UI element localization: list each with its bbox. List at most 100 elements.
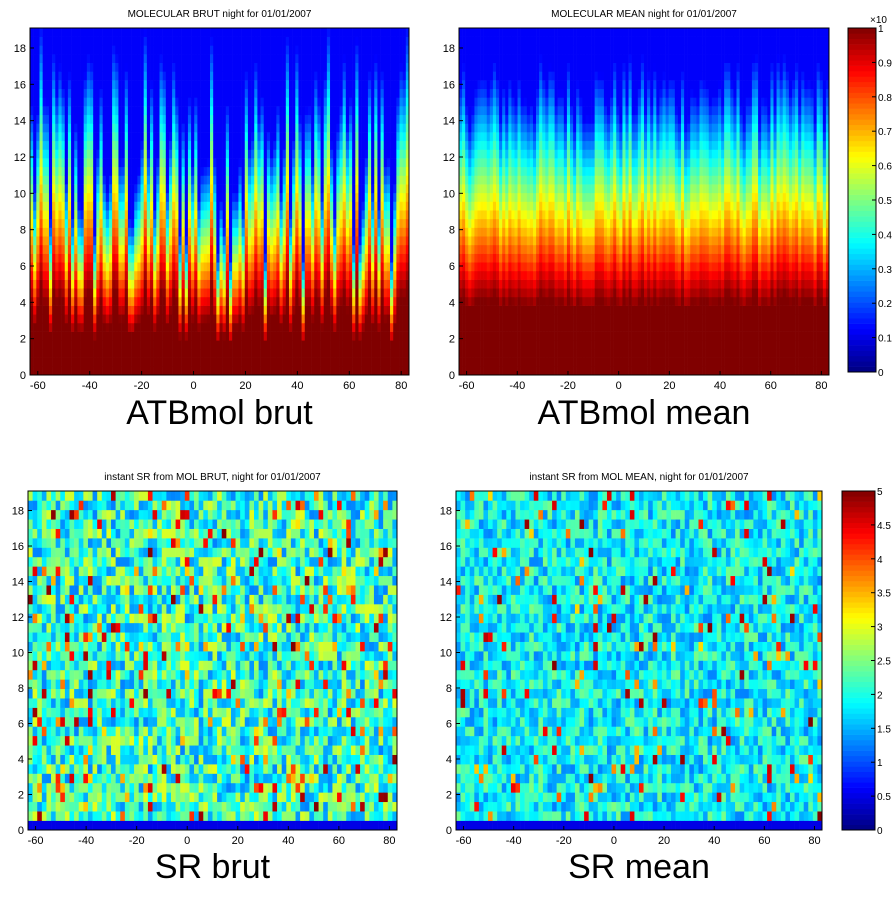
heat-cell: [311, 37, 314, 46]
heat-cell: [340, 175, 343, 184]
heat-cell: [374, 245, 377, 254]
heat-cell: [49, 332, 52, 341]
heat-cell: [242, 297, 245, 306]
heat-cell: [229, 193, 232, 202]
heat-cell: [77, 280, 80, 289]
heat-cell: [213, 71, 216, 80]
heat-cell: [74, 288, 77, 297]
heat-cell: [468, 80, 471, 89]
heat-cell: [52, 54, 55, 63]
heat-cell: [188, 297, 191, 306]
heat-cell: [185, 123, 188, 132]
heat-cell: [321, 306, 324, 315]
heat-cell: [103, 184, 106, 193]
heat-cell: [283, 184, 286, 193]
heat-cell: [242, 54, 245, 63]
heat-cell: [137, 349, 140, 358]
heat-cell: [242, 149, 245, 158]
heat-cell: [346, 167, 349, 176]
heat-cell: [62, 45, 65, 54]
heat-cell: [305, 115, 308, 124]
heat-cell: [273, 332, 276, 341]
heat-cell: [465, 332, 468, 341]
heat-cell: [156, 184, 159, 193]
heat-cell: [96, 149, 99, 158]
heat-cell: [295, 54, 298, 63]
heat-cell: [393, 254, 396, 263]
heat-cell: [106, 28, 109, 37]
heat-cell: [159, 340, 162, 349]
heat-cell: [62, 210, 65, 219]
heat-cell: [150, 184, 153, 193]
heat-cell: [68, 37, 71, 46]
heat-cell: [46, 45, 49, 54]
heat-cell: [125, 210, 128, 219]
heat-cell: [333, 97, 336, 106]
heat-cell: [286, 89, 289, 98]
heat-cell: [172, 132, 175, 141]
heat-cell: [150, 280, 153, 289]
heat-cell: [68, 175, 71, 184]
heat-cell: [314, 175, 317, 184]
heat-cell: [159, 71, 162, 80]
heat-cell: [257, 54, 260, 63]
heat-cell: [283, 106, 286, 115]
heat-cell: [302, 288, 305, 297]
heat-cell: [280, 349, 283, 358]
heat-cell: [166, 358, 169, 367]
heat-cell: [270, 297, 273, 306]
heat-cell: [175, 80, 178, 89]
heat-cell: [204, 28, 207, 37]
heat-cell: [30, 54, 33, 63]
heat-cell: [257, 262, 260, 271]
heat-cell: [295, 202, 298, 211]
heat-cell: [169, 106, 172, 115]
heat-cell: [33, 314, 36, 323]
heat-cell: [311, 288, 314, 297]
heat-cell: [264, 184, 267, 193]
heat-cell: [396, 45, 399, 54]
heat-cell: [400, 271, 403, 280]
heat-cell: [166, 245, 169, 254]
heat-cell: [305, 297, 308, 306]
heat-cell: [185, 115, 188, 124]
heat-cell: [232, 236, 235, 245]
heat-cell: [276, 106, 279, 115]
heat-cell: [343, 28, 346, 37]
heat-cell: [153, 314, 156, 323]
heat-cell: [251, 323, 254, 332]
heat-cell: [156, 314, 159, 323]
heat-cell: [396, 262, 399, 271]
heat-cell: [49, 340, 52, 349]
heat-cell: [280, 358, 283, 367]
heat-cell: [201, 115, 204, 124]
heat-cell: [377, 28, 380, 37]
heat-cell: [400, 297, 403, 306]
heat-cell: [365, 219, 368, 228]
heat-cell: [62, 132, 65, 141]
heat-cell: [128, 71, 131, 80]
heat-cell: [377, 271, 380, 280]
heat-cell: [216, 271, 219, 280]
heat-cell: [93, 175, 96, 184]
heat-cell: [343, 288, 346, 297]
heat-cell: [216, 63, 219, 72]
heat-cell: [327, 280, 330, 289]
heat-cell: [112, 219, 115, 228]
heat-cell: [156, 63, 159, 72]
heat-cell: [131, 158, 134, 167]
heat-cell: [343, 97, 346, 106]
heat-cell: [248, 123, 251, 132]
heat-cell: [131, 132, 134, 141]
heat-cell: [235, 158, 238, 167]
heat-cell: [396, 106, 399, 115]
heat-cell: [122, 202, 125, 211]
heat-cell: [295, 63, 298, 72]
heat-cell: [106, 193, 109, 202]
heat-cell: [343, 332, 346, 341]
heat-cell: [87, 288, 90, 297]
heat-cell: [147, 271, 150, 280]
heat-cell: [352, 37, 355, 46]
heat-cell: [384, 45, 387, 54]
heat-cell: [115, 97, 118, 106]
